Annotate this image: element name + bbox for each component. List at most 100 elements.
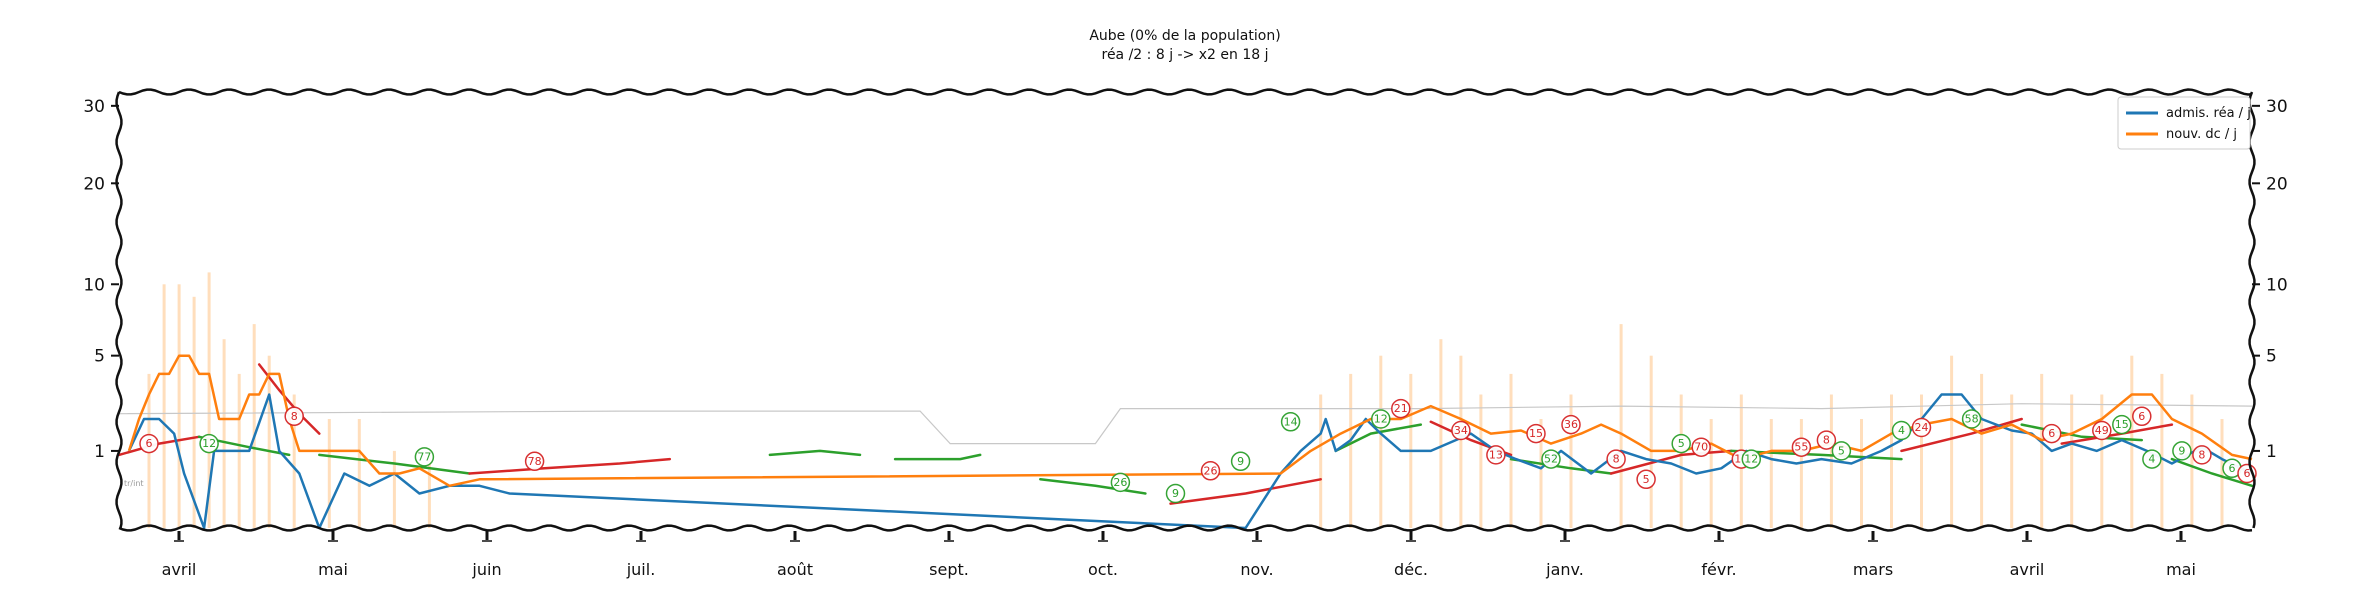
badge-circle <box>2142 449 2162 469</box>
badge-label: 9 <box>1237 455 1244 468</box>
badge-label: 34 <box>1454 424 1468 437</box>
death-bar <box>1679 394 1683 528</box>
death-bar <box>2130 355 2134 528</box>
badge-label: 12 <box>1744 453 1758 466</box>
death-bar <box>292 394 296 528</box>
badge-label: 58 <box>1965 413 1979 426</box>
death-bar <box>1799 419 1803 528</box>
trend-segment <box>318 453 471 475</box>
death-bar <box>1439 339 1443 528</box>
death-bar <box>1479 394 1483 528</box>
y-tick-label-right: 20 <box>2266 174 2288 194</box>
death-bar <box>427 450 431 528</box>
y-tick-label-right: 30 <box>2266 97 2288 117</box>
frame-top <box>118 88 2253 96</box>
death-bar <box>1920 394 1923 528</box>
badge-circle <box>1741 449 1762 469</box>
daily-deaths-bars <box>147 272 2224 528</box>
death-bar <box>2040 373 2044 528</box>
badge-label: 8 <box>2198 448 2205 461</box>
death-bar <box>1349 373 1353 528</box>
death-bar <box>2100 394 2104 528</box>
death-bar <box>1509 373 1513 528</box>
badge-label: 5 <box>1838 444 1845 457</box>
death-bar <box>1379 355 1383 528</box>
badge-label: 6 <box>2229 462 2236 475</box>
death-bar <box>2220 419 2224 528</box>
trend-segment <box>1039 478 1147 495</box>
badge-circle <box>1526 423 1546 444</box>
series-lines <box>127 354 2253 530</box>
badge-circle <box>1816 430 1837 450</box>
trend-segment <box>1730 449 1903 461</box>
trend-segment <box>2170 457 2254 488</box>
y-tick-label-right: 1 <box>2266 442 2277 462</box>
death-bar <box>222 339 226 528</box>
trend-segment <box>893 453 982 461</box>
badge-circle <box>1891 420 1912 441</box>
death-bar <box>267 355 271 528</box>
badge-circle <box>1961 409 1982 429</box>
x-tick-label: févr. <box>1701 560 1736 579</box>
death-bar <box>162 284 166 528</box>
death-bar <box>2160 373 2164 528</box>
death-bar <box>177 284 181 528</box>
x-tick-label: sept. <box>929 560 969 579</box>
reference-line <box>118 403 2253 445</box>
badge-label: 6 <box>2244 467 2251 480</box>
trend-segment <box>1334 423 1423 453</box>
badge-circle <box>1486 445 1506 465</box>
badge-label: 15 <box>2115 418 2129 431</box>
death-bar <box>1619 324 1623 528</box>
legend-box <box>2117 96 2251 150</box>
badge-label: 21 <box>1394 402 1408 415</box>
chart-subtitle: réa /2 : 8 j -> x2 en 18 j <box>1102 47 1269 63</box>
reference-line-path <box>118 403 2253 445</box>
x-tick-label: avril <box>2010 560 2045 579</box>
death-bar <box>192 296 196 528</box>
badge-label: 52 <box>1544 453 1558 466</box>
badge-label: 9 <box>2178 444 2185 457</box>
death-bar <box>1950 355 1954 528</box>
badge-label: 9 <box>1172 487 1179 500</box>
badge-label: 4 <box>2148 453 2155 466</box>
trend-segment <box>257 363 321 435</box>
badge-label: 26 <box>1204 464 1218 477</box>
badge-circle <box>1831 441 1852 461</box>
death-bar <box>1649 355 1653 528</box>
legend: admis. réa / j nouv. dc / j <box>2117 96 2251 150</box>
frame-right <box>2248 91 2256 529</box>
trend-segment <box>768 449 862 457</box>
badge-label: 8 <box>1613 453 1620 466</box>
y-tick-label-left: 10 <box>83 275 105 295</box>
badge-circle <box>1561 414 1581 435</box>
badge-circle <box>284 406 304 427</box>
badge-circle <box>2112 414 2132 435</box>
frame-bottom <box>118 524 2253 532</box>
death-bar <box>1769 419 1773 528</box>
x-axis: avril mai juin juil. août sept. oct. nov. déc. ja… <box>162 531 2196 579</box>
badge-circle <box>1911 417 1932 438</box>
small-label: tr/int <box>124 479 144 488</box>
x-tick-label: oct. <box>1088 560 1118 579</box>
series-line-dc <box>127 354 2253 488</box>
badge-label: 6 <box>2138 410 2145 423</box>
death-bar <box>327 419 331 528</box>
series-line-adm <box>127 393 2253 530</box>
badge-circle <box>1200 461 1221 481</box>
y-tick-label-left: 1 <box>94 442 105 462</box>
y-tick-label-right: 10 <box>2266 275 2288 295</box>
badge-circle <box>1165 483 1186 504</box>
death-bar <box>1860 419 1863 528</box>
x-tick-label: juil. <box>626 560 656 579</box>
x-tick-label: déc. <box>1394 560 1428 579</box>
badge-label: 8 <box>291 410 298 423</box>
badge-circle <box>2041 423 2062 444</box>
badge-circle <box>414 447 435 467</box>
death-bar <box>207 272 211 528</box>
badge-label: 6 <box>146 437 153 450</box>
badge-label: 26 <box>1113 476 1127 489</box>
badge-label: 24 <box>1915 421 1929 434</box>
